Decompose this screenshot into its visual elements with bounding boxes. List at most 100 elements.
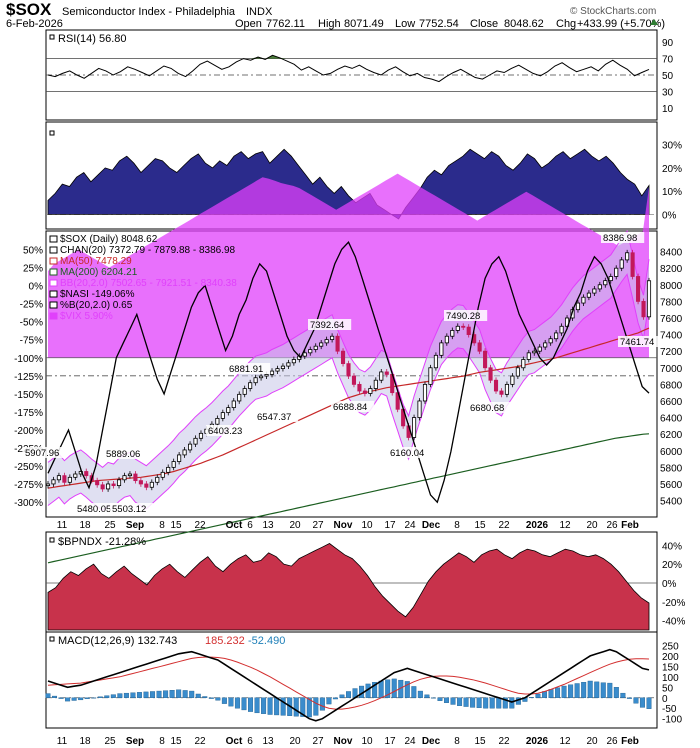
macd-hist-bar (110, 694, 116, 698)
candle (493, 379, 499, 392)
price-xlabel-10: 10 (361, 520, 373, 531)
macd-hist-bar (58, 697, 64, 699)
price-label-bg (601, 232, 645, 243)
macd-tick--100: -100 (662, 715, 682, 726)
macd-hist-bar (65, 697, 71, 702)
candle (237, 393, 242, 402)
macd-hist-bar (306, 697, 312, 718)
chart-header: $SOX Semiconductor Index - Philadelphia … (6, 0, 665, 30)
candle (581, 296, 586, 304)
macd-hist-bar (555, 687, 561, 698)
bp-tick-40%: 40% (662, 541, 682, 552)
rsi-tick-10: 10 (662, 104, 674, 115)
price-label-bg (110, 503, 154, 514)
macd-xlabel-8: 8 (454, 736, 460, 747)
close-value: 8048.62 (504, 18, 544, 30)
price-label-bg (331, 401, 375, 412)
bollinger-upper (47, 230, 650, 469)
rsi-tick-50: 50 (662, 71, 674, 82)
legend-marker (49, 290, 58, 298)
candle (433, 354, 438, 369)
macd-hist-bar (470, 697, 476, 708)
macd-hist-bar (91, 697, 97, 699)
macd-xlabel-18: 18 (79, 736, 91, 747)
macd-xlabel-22: 22 (498, 736, 510, 747)
price-tick-7400: 7400 (660, 331, 683, 342)
candle (171, 461, 176, 468)
candle (198, 432, 204, 439)
candle (630, 252, 635, 277)
macd-tick-50: 50 (662, 683, 674, 694)
price-legend-7: $VIX 5.90% (60, 311, 113, 322)
macd-tick-150: 150 (662, 662, 679, 673)
macd-hist-bar (267, 697, 273, 715)
macd-hist-bar (150, 691, 156, 698)
macd-hist-bar (130, 692, 136, 698)
close-label: Close (470, 18, 498, 30)
macd-hist-bar (261, 697, 267, 714)
bp-tick--20%: -20% (662, 598, 685, 609)
candle (166, 466, 171, 473)
price-label-7490.28: 7490.28 (446, 311, 480, 322)
candle (319, 342, 324, 347)
nasi-tick--125%: -125% (14, 372, 43, 383)
macd-hist-bar (581, 682, 587, 698)
candle (641, 300, 646, 318)
macd-tick--50: -50 (662, 704, 677, 715)
macd-hist-bar (639, 697, 645, 708)
macd-hist-bar (528, 697, 534, 699)
macd-xlabel-Sep: Sep (126, 736, 144, 747)
price-label-bg (206, 425, 250, 436)
macd-hist-bar (332, 697, 338, 700)
candle (340, 350, 346, 365)
candle (160, 471, 165, 478)
price-legend-2: MA(50) 7478.29 (60, 256, 132, 267)
price-xlabel-15: 15 (474, 520, 486, 531)
candle (155, 476, 160, 483)
candle (95, 480, 100, 486)
macd-hist-bar (71, 697, 77, 701)
macd-hist-bar (561, 685, 567, 698)
nasi-line (47, 241, 650, 504)
price-tick-6200: 6200 (660, 430, 683, 441)
price-label-bg (255, 411, 299, 422)
nasi-tick--100%: -100% (14, 354, 43, 365)
price-xlabel-2026: 2026 (526, 520, 549, 531)
price-xlabel-22: 22 (498, 520, 510, 531)
high-value: 8071.49 (344, 18, 384, 30)
macd-xlabel-15: 15 (170, 736, 182, 747)
candle (504, 383, 509, 395)
macd-hist-bar (502, 697, 508, 709)
macd-hist-bar (143, 691, 149, 698)
price-xlabel-15: 15 (170, 520, 182, 531)
macd-hist-bar (476, 697, 482, 709)
price-tick-7200: 7200 (660, 347, 683, 358)
price-tick-6600: 6600 (660, 397, 683, 408)
macd-hist-bar (104, 695, 110, 698)
candle (488, 367, 493, 381)
macd-hist-bar (633, 697, 639, 704)
price-label-bg (23, 447, 67, 458)
candle (559, 325, 564, 334)
price-xlabel-25: 25 (104, 520, 116, 531)
macd-hist-bar (300, 697, 306, 717)
candle (188, 443, 193, 451)
price-tick-6400: 6400 (660, 414, 683, 425)
candle (417, 400, 422, 418)
candle (226, 407, 231, 413)
price-label-bg (468, 402, 512, 413)
price-label-6160.04: 6160.04 (390, 448, 424, 459)
open-value: 7762.11 (266, 18, 305, 30)
candle (248, 382, 253, 389)
macd-hist-bar (274, 697, 280, 716)
macd-hist-bar (613, 687, 619, 698)
macd-hist-bar (385, 679, 391, 698)
bp-area (47, 543, 650, 631)
price-label-6688.84: 6688.84 (333, 402, 367, 413)
candle (537, 346, 542, 352)
macd-hist-bar (234, 697, 240, 709)
candle (373, 379, 378, 389)
candle (220, 412, 225, 419)
candle (51, 479, 56, 485)
macd-hist-bar (483, 697, 489, 709)
